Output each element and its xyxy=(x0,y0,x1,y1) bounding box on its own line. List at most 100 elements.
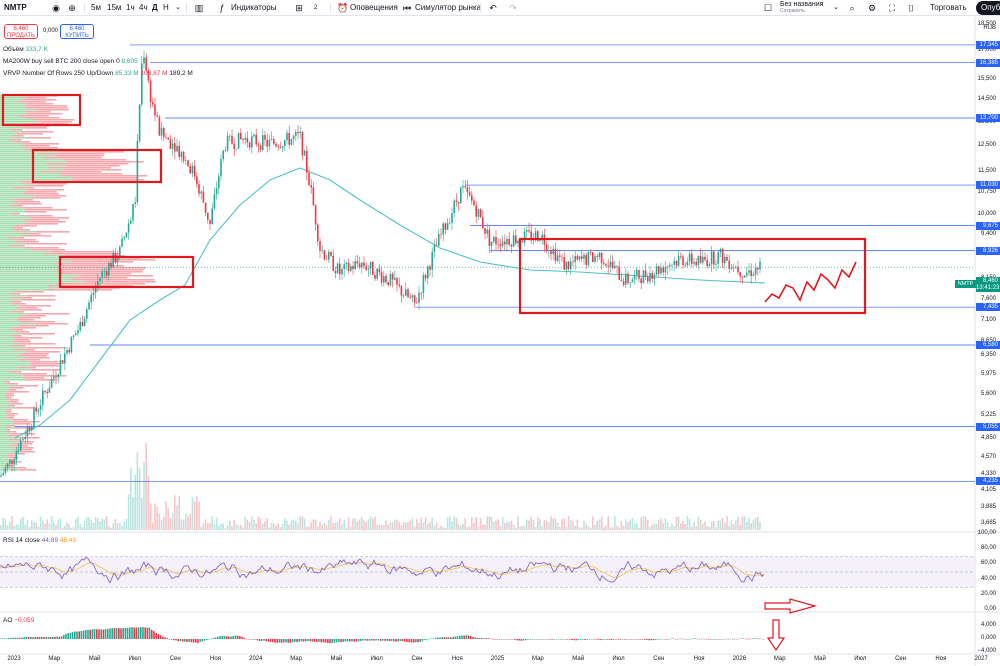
vrvp-up-bar xyxy=(0,157,43,159)
rsi-legend[interactable]: RSI 14 close 44,89 48,43 xyxy=(3,537,76,544)
candle-body xyxy=(504,241,506,245)
ao-bar xyxy=(342,639,344,643)
vrvp-up-bar xyxy=(0,283,57,285)
vrvp-legend[interactable]: VRVP Number Of Rows 250 Up/Down 85,33 M … xyxy=(3,70,193,77)
volume-bar xyxy=(361,516,363,530)
sell-button[interactable]: 8,460 ПРОДАТЬ xyxy=(4,24,38,39)
ao-bar xyxy=(115,628,118,639)
volume-bar xyxy=(136,452,139,530)
layout-name-box[interactable]: Без названия Сохранить xyxy=(780,1,823,15)
ma-legend-value: 8,605 xyxy=(121,58,138,65)
ma-legend[interactable]: MA200W buy sell BTC 200 close open 0 8,6… xyxy=(3,58,138,65)
ao-bar xyxy=(69,632,72,639)
camera-icon[interactable]: ⌷ xyxy=(908,3,914,13)
candle-body xyxy=(523,231,526,243)
interval-1h[interactable]: 1ч xyxy=(126,3,135,12)
ao-bar xyxy=(49,637,52,639)
candle-body xyxy=(691,253,693,264)
candle-body xyxy=(259,145,262,150)
candle-body xyxy=(57,374,59,378)
ao-bar xyxy=(452,636,454,639)
vrvp-down-bar xyxy=(10,391,29,393)
redo-icon[interactable]: ↷ xyxy=(509,3,517,13)
search-icon[interactable]: ⌕ xyxy=(849,3,855,13)
candle-body xyxy=(578,256,581,260)
vrvp-down-bar xyxy=(34,109,69,111)
indicators-icon[interactable]: ƒ xyxy=(219,3,225,13)
layout-menu-icon[interactable]: ☐ xyxy=(763,3,773,13)
chart-canvas[interactable] xyxy=(0,17,1000,666)
ao-bar xyxy=(494,639,496,640)
candle-body xyxy=(224,150,227,151)
vrvp-up-bar xyxy=(0,469,18,471)
candle-body xyxy=(671,264,673,266)
layouts-icon[interactable]: ⊞ xyxy=(295,3,303,13)
chevron-down-icon[interactable]: ⌄ xyxy=(175,4,181,11)
ao-bar xyxy=(344,639,347,642)
interval-4h[interactable]: 4ч xyxy=(139,3,148,12)
buy-button[interactable]: 8,460 КУПИТЬ xyxy=(60,24,94,39)
candle-body xyxy=(457,202,460,204)
candle-body xyxy=(713,251,715,265)
candle-type-icon[interactable]: ▥ xyxy=(194,3,204,13)
ao-bar xyxy=(247,638,250,640)
candle-body xyxy=(83,318,86,327)
vrvp-down-bar xyxy=(7,389,17,391)
ao-bar xyxy=(562,638,564,640)
replay-icon[interactable]: ⏮ xyxy=(402,3,412,13)
vrvp-up-bar xyxy=(0,219,23,221)
vrvp-up-bar xyxy=(0,409,7,411)
chevron-down-icon[interactable]: ⌄ xyxy=(833,4,839,11)
publish-button[interactable]: Опублик xyxy=(976,1,1000,15)
alerts-button[interactable]: Оповещения xyxy=(350,3,398,12)
volume-bar xyxy=(160,519,163,530)
volume-bar xyxy=(156,507,158,530)
volume-bar xyxy=(372,518,374,530)
ao-bar xyxy=(459,635,461,639)
vrvp-down-bar xyxy=(24,191,57,193)
indicators-button[interactable]: Индикаторы xyxy=(231,3,277,12)
volume-legend[interactable]: Объём 333,7 K xyxy=(3,46,48,53)
interval-week[interactable]: Н xyxy=(163,3,169,12)
down-arrow-annotation xyxy=(766,619,786,652)
add-symbol-icon[interactable]: ⊕ xyxy=(68,3,76,13)
alert-icon[interactable]: ⏰ xyxy=(337,3,349,13)
ao-bar xyxy=(232,636,234,639)
ao-bar xyxy=(236,635,239,639)
candle-body xyxy=(46,391,48,393)
volume-bar xyxy=(213,524,216,530)
symbol-search[interactable]: NMTP xyxy=(4,3,27,12)
ao-bar xyxy=(679,638,681,640)
trade-button[interactable]: Торговать xyxy=(930,3,967,12)
volume-bar xyxy=(400,525,403,530)
volume-bar xyxy=(609,527,612,530)
vrvp-down-bar xyxy=(56,271,143,273)
replay-button[interactable]: Симулятор рынка xyxy=(415,3,482,12)
candle-body xyxy=(141,63,143,105)
interval-5m[interactable]: 5м xyxy=(91,3,101,12)
fullscreen-icon[interactable]: ⛶ xyxy=(888,3,896,13)
vrvp-down-bar xyxy=(53,263,113,265)
vrvp-down-bar xyxy=(5,417,14,419)
volume-bar xyxy=(266,517,268,530)
vrvp-down-bar xyxy=(19,325,49,327)
interval-day[interactable]: Д xyxy=(152,3,158,12)
interval-15m[interactable]: 15м xyxy=(107,3,122,12)
ao-legend[interactable]: AO −0,059 xyxy=(3,617,34,624)
candle-body xyxy=(2,473,4,476)
ao-bar xyxy=(668,638,670,640)
vrvp-down-bar xyxy=(17,319,35,321)
volume-bar xyxy=(325,525,328,530)
candle-body xyxy=(660,267,662,274)
ao-bar xyxy=(307,639,309,641)
eye-icon[interactable]: ◉ xyxy=(52,3,60,13)
settings-icon[interactable]: ⚙ xyxy=(867,3,877,13)
vrvp-up-bar xyxy=(0,407,16,409)
vrvp-up-bar xyxy=(0,359,19,361)
volume-bar xyxy=(497,519,499,530)
vrvp-up-bar xyxy=(0,135,13,137)
undo-icon[interactable]: ↶ xyxy=(489,3,497,13)
vrvp-up-bar xyxy=(0,293,11,295)
ao-axis-label: 4,000 xyxy=(980,622,996,629)
vrvp-down-bar xyxy=(47,285,134,287)
